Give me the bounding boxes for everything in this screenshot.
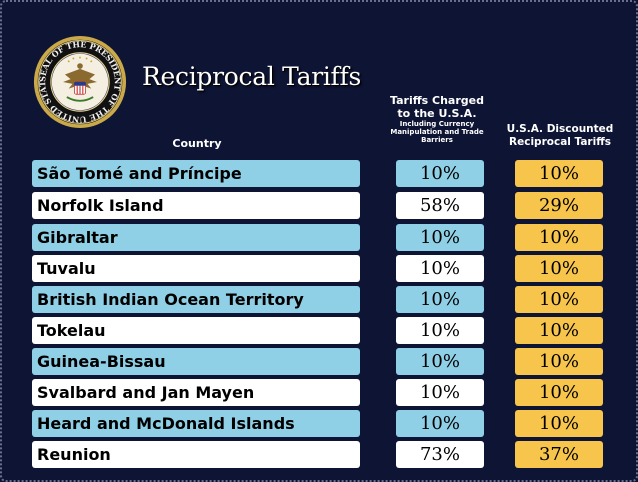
country-cell: Guinea-Bissau	[32, 348, 360, 375]
country-cell: Reunion	[32, 441, 360, 468]
country-cell: Svalbard and Jan Mayen	[32, 379, 360, 406]
tariff-discounted-cell: 37%	[515, 441, 603, 468]
tariff-discounted-cell: 10%	[515, 348, 603, 375]
tariff-discounted-cell: 10%	[515, 410, 603, 437]
table-row: Reunion 73% 37%	[2, 441, 638, 468]
page-title: Reciprocal Tariffs	[142, 62, 361, 91]
country-cell: British Indian Ocean Territory	[32, 286, 360, 313]
table-row: Tuvalu 10% 10%	[2, 255, 638, 282]
country-cell: Gibraltar	[32, 224, 360, 251]
country-cell: Tuvalu	[32, 255, 360, 282]
country-cell: Norfolk Island	[32, 192, 360, 219]
tariff-charged-cell: 10%	[396, 379, 484, 406]
tariff-charged-cell: 10%	[396, 286, 484, 313]
tariff-discounted-cell: 10%	[515, 255, 603, 282]
country-cell: Tokelau	[32, 317, 360, 344]
table-row: Guinea-Bissau 10% 10%	[2, 348, 638, 375]
table-row: Heard and McDonald Islands 10% 10%	[2, 410, 638, 437]
tariff-discounted-cell: 10%	[515, 286, 603, 313]
table-row: Norfolk Island 58% 29%	[2, 192, 638, 219]
table-row: São Tomé and Príncipe 10% 10%	[2, 160, 638, 187]
column-header-tariffs-charged-label: Tariffs Charged to the U.S.A.	[390, 94, 484, 120]
table-row: Svalbard and Jan Mayen 10% 10%	[2, 379, 638, 406]
tariff-discounted-cell: 10%	[515, 317, 603, 344]
tariff-charged-cell: 10%	[396, 348, 484, 375]
country-cell: São Tomé and Príncipe	[32, 160, 360, 187]
table-row: British Indian Ocean Territory 10% 10%	[2, 286, 638, 313]
tariff-charged-cell: 10%	[396, 255, 484, 282]
column-header-country: Country	[172, 137, 222, 150]
presidential-seal-icon: SEAL OF THE PRESIDENT OF THE UNITED STAT…	[33, 35, 127, 129]
column-header-tariffs-charged-note: Including Currency Manipulation and Trad…	[390, 120, 484, 144]
tariff-charged-cell: 58%	[396, 192, 484, 219]
country-cell: Heard and McDonald Islands	[32, 410, 360, 437]
column-header-discounted-tariffs: U.S.A. Discounted Reciprocal Tariffs	[506, 123, 614, 148]
tariff-charged-cell: 10%	[396, 410, 484, 437]
tariff-discounted-cell: 10%	[515, 379, 603, 406]
column-header-tariffs-charged: Tariffs Charged to the U.S.A. Including …	[390, 94, 484, 144]
tariff-charged-cell: 10%	[396, 224, 484, 251]
tariff-discounted-cell: 10%	[515, 224, 603, 251]
table-row: Gibraltar 10% 10%	[2, 224, 638, 251]
table-row: Tokelau 10% 10%	[2, 317, 638, 344]
tariff-discounted-cell: 29%	[515, 192, 603, 219]
tariff-charged-cell: 10%	[396, 160, 484, 187]
tariff-discounted-cell: 10%	[515, 160, 603, 187]
tariff-charged-cell: 10%	[396, 317, 484, 344]
tariff-charged-cell: 73%	[396, 441, 484, 468]
